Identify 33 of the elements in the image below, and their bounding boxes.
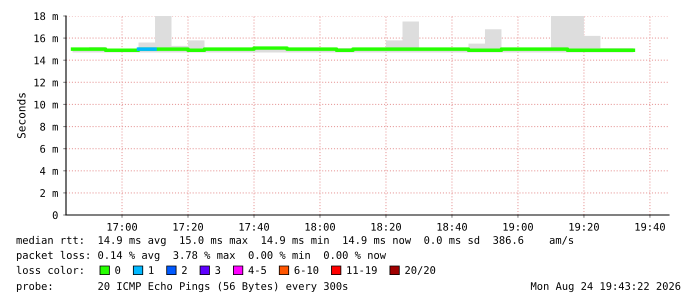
legend-label: 20/20	[405, 266, 436, 275]
x-tick-label: 18:20	[372, 222, 401, 231]
legend-label: 4-5	[248, 266, 266, 274]
x-tick-label: 19:00	[504, 222, 533, 231]
x-tick-label: 18:00	[306, 222, 335, 231]
y-tick-label: 16 m	[34, 34, 58, 42]
y-tick-label: 18 m	[34, 12, 58, 20]
legend-title: loss color:	[16, 266, 82, 274]
x-tick-label: 18:40	[438, 222, 467, 231]
y-tick-label: 4 m	[40, 167, 58, 175]
x-tick-label: 17:00	[108, 222, 138, 231]
text: Mon Aug 24 19:43:22 2026	[530, 282, 680, 292]
legend-label: 0	[115, 266, 120, 274]
legend-label: 1	[149, 266, 154, 274]
x-tick-label: 17:20	[174, 222, 204, 231]
legend-label: 2	[182, 266, 187, 274]
legend-label: 6-10	[294, 266, 318, 274]
legend-label: 11-19	[347, 266, 377, 274]
x-tick-label: 17:40	[240, 222, 270, 231]
y-tick-label: 6 m	[40, 144, 58, 153]
x-tick-label: 19:40	[636, 222, 665, 231]
y-tick-label: 0	[52, 211, 58, 220]
text: probe: 20 ICMP Echo Pings (56 Bytes) every 300s	[16, 282, 348, 292]
y-axis-title: Seconds	[16, 93, 26, 138]
text: median rtt: 14.9 ms avg 15.0 ms max 14.9 ms min 14.9 ms now 0.0 ms sd 386.6 am/s	[16, 236, 574, 246]
text: packet loss: 0.14 % avg 3.78 % max 0.00 % min 0.00 % now	[16, 250, 386, 262]
y-tick-label: 8 m	[40, 122, 58, 131]
x-tick-label: 19:20	[570, 222, 599, 231]
y-tick-label: 12 m	[34, 78, 58, 86]
y-tick-label: 14 m	[34, 56, 58, 64]
legend-label: 3	[215, 266, 220, 274]
y-tick-label: 2 m	[40, 189, 58, 197]
y-tick-label: 10 m	[34, 100, 58, 109]
